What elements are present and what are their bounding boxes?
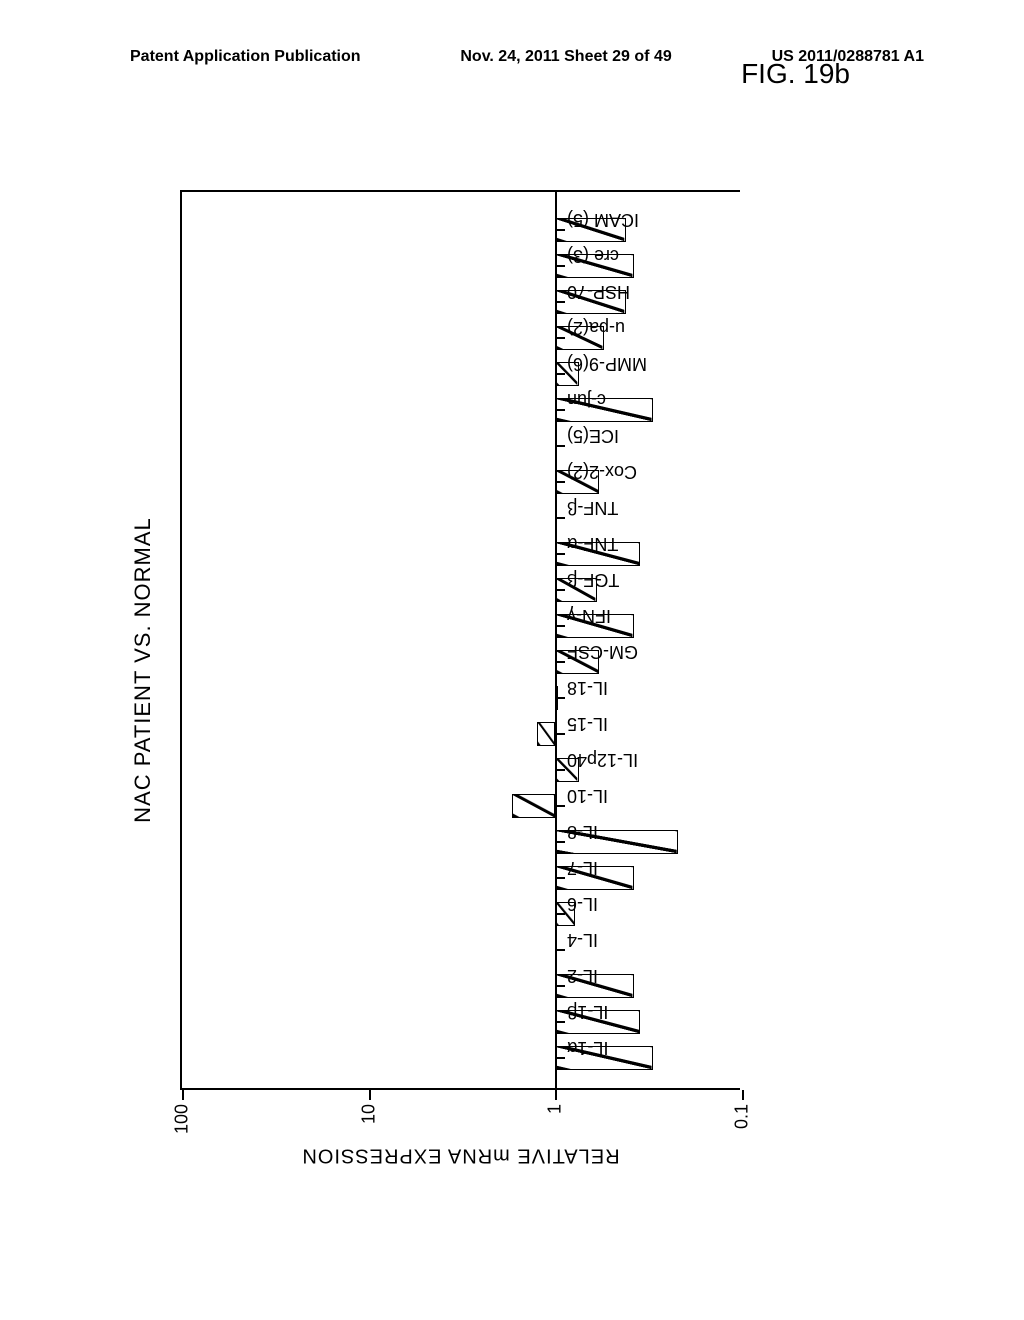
plot-area: IL-1α IL-1β IL-2 IL-4 IL-6 IL-7 IL-8 IL-10 IL-12…: [180, 190, 740, 1090]
bar-slot: u-pa(2): [182, 326, 740, 350]
bar-slot: MMP-9(6): [182, 362, 740, 386]
x-label: IL-6: [567, 893, 598, 914]
y-tick: [369, 1090, 371, 1100]
x-label: TNF-β: [567, 497, 618, 518]
bar-slot: TGF-β: [182, 578, 740, 602]
bar-slot: HSP-70: [182, 290, 740, 314]
x-label: IL-15: [567, 713, 608, 734]
y-tick-label: 1: [545, 1104, 566, 1114]
x-label: IL-10: [567, 785, 608, 806]
x-label: IL-1β: [567, 1001, 608, 1022]
y-tick-label: 10: [358, 1104, 379, 1124]
y-tick-label: 100: [172, 1104, 193, 1134]
x-label: IFN-γ: [567, 605, 611, 626]
y-axis-title-container: RELATIVE mRNA EXPRESSION: [180, 1140, 740, 1170]
bar-slot: Cox-2(2): [182, 470, 740, 494]
y-tick: [742, 1090, 744, 1100]
x-label: TNF-α: [567, 533, 618, 554]
x-label: MMP-9(6): [567, 353, 647, 374]
x-label: IL-2: [567, 965, 598, 986]
x-label: IL-1α: [567, 1037, 608, 1058]
bar-slot: TNF-β: [182, 506, 740, 530]
header-left: Patent Application Publication: [130, 48, 361, 66]
x-label: GM-CSF: [567, 641, 638, 662]
chart-title: NAC PATIENT VS. NORMAL: [130, 140, 156, 1200]
bar-slot: IL-15: [182, 722, 740, 746]
bar-slot: c-jun: [182, 398, 740, 422]
bar-slot: IL-7: [182, 866, 740, 890]
x-label: IL-7: [567, 857, 598, 878]
bar-slot: IL-8: [182, 830, 740, 854]
chart-landscape: NAC PATIENT VS. NORMAL RELATIVE mRNA EXP…: [120, 140, 880, 1200]
x-label: IL-18: [567, 677, 608, 698]
x-label: Cox-2(2): [567, 461, 637, 482]
chart-rotated-container: NAC PATIENT VS. NORMAL RELATIVE mRNA EXP…: [0, 290, 1024, 1050]
x-label: TGF-β: [567, 569, 619, 590]
figure-caption: FIG. 19b: [741, 58, 850, 90]
x-label: ICAM (5): [567, 209, 639, 230]
y-tick: [555, 1090, 557, 1100]
header-center: Nov. 24, 2011 Sheet 29 of 49: [460, 48, 671, 66]
x-label: ICE(5): [567, 425, 619, 446]
bar-slot: cre (3): [182, 254, 740, 278]
page-header: Patent Application Publication Nov. 24, …: [0, 48, 1024, 66]
x-label: cre (3): [567, 245, 619, 266]
bar-slot: IFN-γ: [182, 614, 740, 638]
x-label: c-jun: [567, 389, 606, 410]
bar-slot: IL-1α: [182, 1046, 740, 1070]
baseline-at-1: [555, 192, 557, 1090]
bar: [512, 794, 555, 818]
bars-container: IL-1α IL-1β IL-2 IL-4 IL-6 IL-7 IL-8 IL-10 IL-12…: [182, 192, 740, 1090]
bar-slot: IL-4: [182, 938, 740, 962]
y-axis-title: RELATIVE mRNA EXPRESSION: [301, 1144, 619, 1167]
bar-slot: ICAM (5): [182, 218, 740, 242]
x-label: IL-4: [567, 929, 598, 950]
bar-slot: GM-CSF: [182, 650, 740, 674]
x-label: IL-12p40: [567, 749, 638, 770]
bar-slot: ICE(5): [182, 434, 740, 458]
x-label: IL-8: [567, 821, 598, 842]
bar: [537, 722, 555, 746]
bar-slot: IL-12p40: [182, 758, 740, 782]
bar-slot: IL-10: [182, 794, 740, 818]
x-label: HSP-70: [567, 281, 630, 302]
y-tick-label: 0.1: [732, 1104, 753, 1129]
bar-slot: IL-18: [182, 686, 740, 710]
y-tick: [182, 1090, 184, 1100]
bar-slot: IL-2: [182, 974, 740, 998]
bar-slot: IL-6: [182, 902, 740, 926]
x-label: u-pa(2): [567, 317, 625, 338]
bar-slot: IL-1β: [182, 1010, 740, 1034]
bar-slot: TNF-α: [182, 542, 740, 566]
